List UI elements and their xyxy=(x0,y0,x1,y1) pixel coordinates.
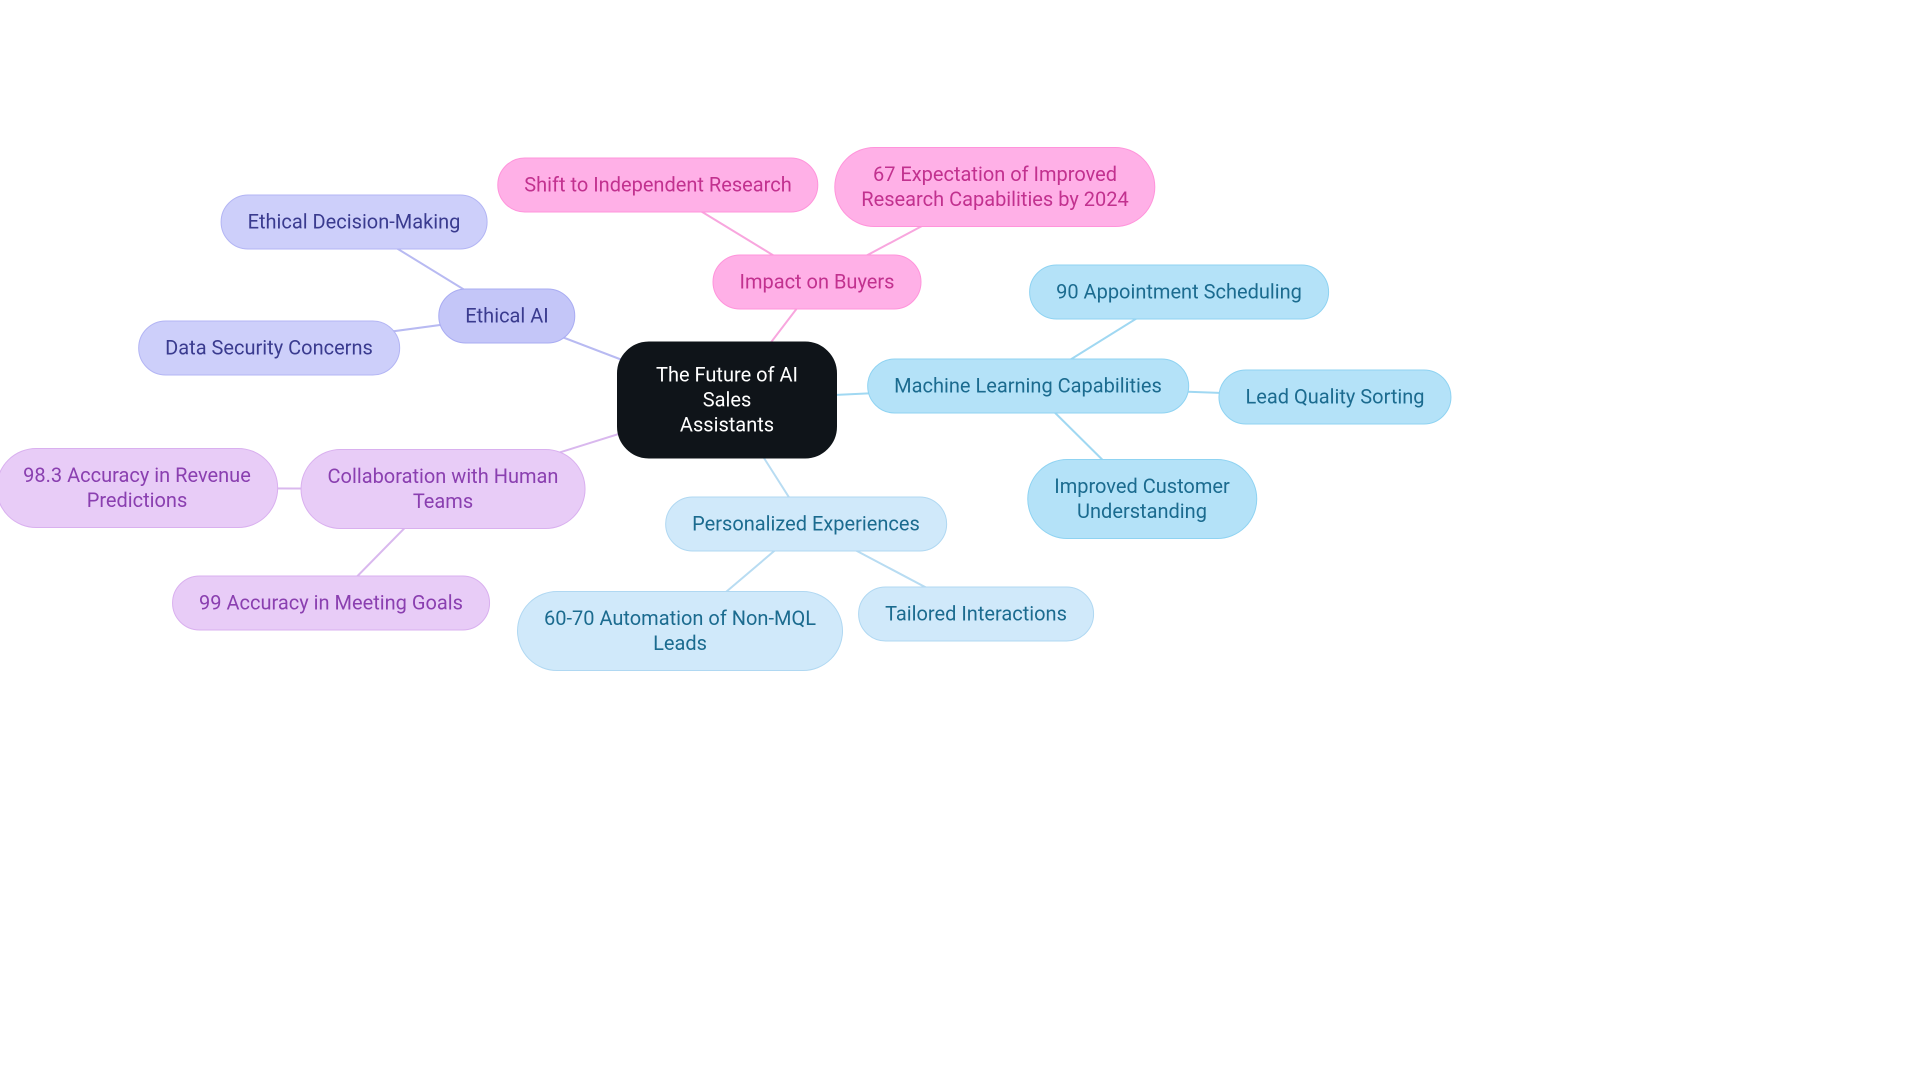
node-collab: Collaboration with Human Teams xyxy=(301,449,586,529)
node-accuracy-meeting: 99 Accuracy in Meeting Goals xyxy=(172,576,490,631)
node-data-security: Data Security Concerns xyxy=(138,321,400,376)
node-center: The Future of AI Sales Assistants xyxy=(617,342,837,459)
node-personalized: Personalized Experiences xyxy=(665,497,947,552)
node-shift-research: Shift to Independent Research xyxy=(497,158,818,213)
node-accuracy-rev: 98.3 Accuracy in Revenue Predictions xyxy=(0,448,278,528)
mindmap-canvas: The Future of AI Sales Assistants Ethical… xyxy=(0,0,1920,1083)
node-appointment: 90 Appointment Scheduling xyxy=(1029,265,1329,320)
node-lead-quality: Lead Quality Sorting xyxy=(1218,370,1451,425)
node-understanding: Improved Customer Understanding xyxy=(1027,459,1257,539)
node-tailored: Tailored Interactions xyxy=(858,587,1094,642)
node-expectation: 67 Expectation of Improved Research Capa… xyxy=(834,147,1155,227)
node-ethical: Ethical AI xyxy=(438,289,575,344)
node-ethical-decision: Ethical Decision-Making xyxy=(221,195,488,250)
node-automation: 60-70 Automation of Non-MQL Leads xyxy=(517,591,843,671)
node-impact: Impact on Buyers xyxy=(713,255,922,310)
node-ml: Machine Learning Capabilities xyxy=(867,359,1189,414)
